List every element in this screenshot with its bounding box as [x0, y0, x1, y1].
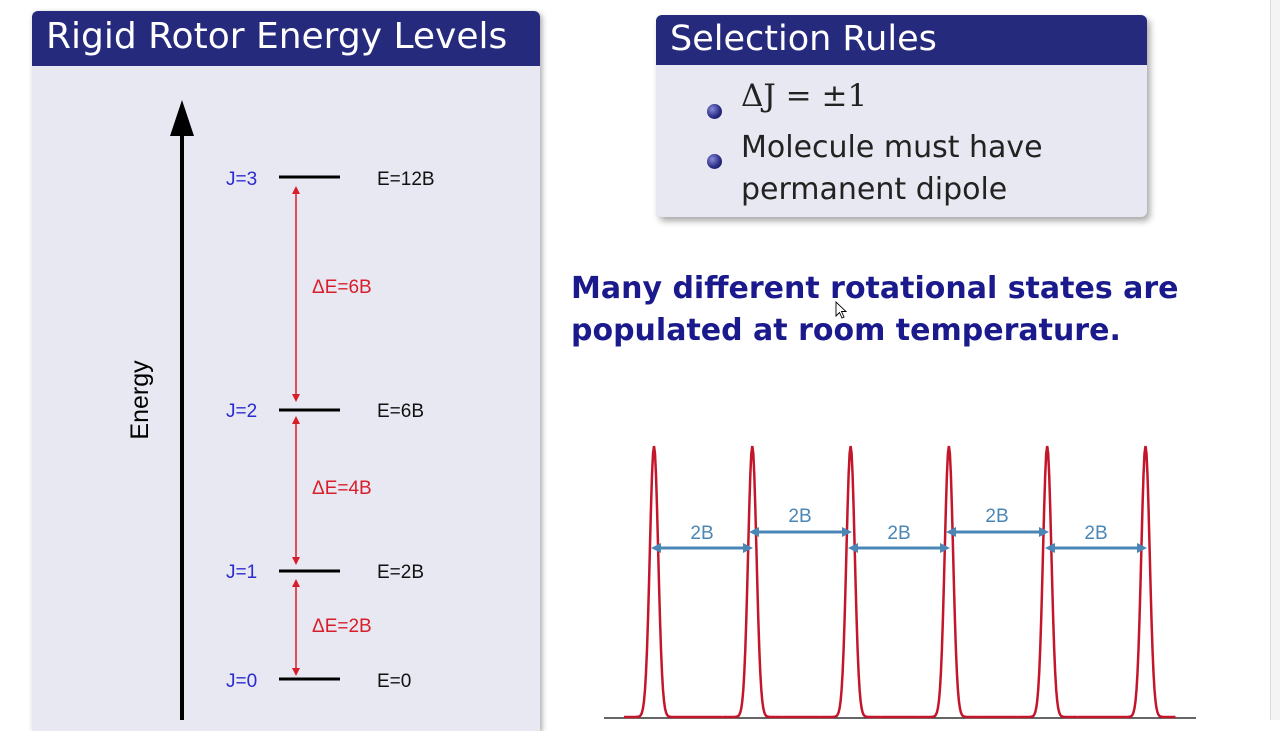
energy-axis-arrowhead-icon — [170, 100, 194, 136]
energy-levels-block: Rigid Rotor Energy Levels — [32, 11, 540, 731]
spectrum-peak — [722, 445, 783, 719]
spectrum-peak — [624, 445, 684, 719]
spectrum-peak — [1017, 445, 1078, 719]
transition-label-4b: ΔE=4B — [312, 478, 372, 499]
bullet-icon — [707, 104, 722, 119]
level-label-j2: J=2 — [226, 401, 257, 422]
rule-dipole-line2: permanent dipole moment. — [741, 172, 1008, 217]
bullet-icon — [707, 154, 722, 169]
rule-dipole-line1: Molecule must have — [741, 130, 1043, 165]
transition-label-2b: ΔE=2B — [312, 616, 372, 637]
energy-axis-label: Energy — [126, 360, 154, 440]
energy-label-j1: E=2B — [377, 562, 424, 583]
selection-rules-block: Selection Rules ΔJ = ±1 Molecule must ha… — [656, 15, 1147, 217]
rule-delta-j: ΔJ = ±1 — [741, 78, 868, 114]
statement-line-1: Many different rotational states are — [571, 271, 1179, 306]
energy-label-j2: E=6B — [377, 401, 424, 422]
level-label-j1: J=1 — [226, 562, 257, 583]
room-temperature-statement: Many different rotational states are pop… — [571, 268, 1191, 352]
statement-line-2: populated at room temperature. — [571, 313, 1121, 348]
energy-label-j3: E=12B — [377, 169, 435, 190]
spacing-label-2: 2B — [788, 506, 811, 527]
spacing-label-5: 2B — [1084, 523, 1107, 544]
scrollbar-edge — [1270, 0, 1280, 720]
mouse-cursor-icon — [835, 300, 848, 319]
level-label-j0: J=0 — [226, 671, 257, 692]
spacing-label-3: 2B — [887, 523, 910, 544]
selection-rules-title: Selection Rules — [656, 15, 1147, 65]
energy-levels-title: Rigid Rotor Energy Levels — [32, 11, 540, 66]
spectrum-peak — [820, 445, 881, 719]
energy-label-j0: E=0 — [377, 671, 411, 692]
spectrum-peak — [918, 445, 979, 719]
spacing-label-4: 2B — [985, 506, 1008, 527]
transition-label-6b: ΔE=6B — [312, 277, 372, 298]
rotational-spectrum — [604, 445, 1196, 719]
spacing-label-1: 2B — [690, 523, 713, 544]
level-label-j3: J=3 — [226, 169, 257, 190]
spectrum-peak — [1115, 445, 1176, 719]
